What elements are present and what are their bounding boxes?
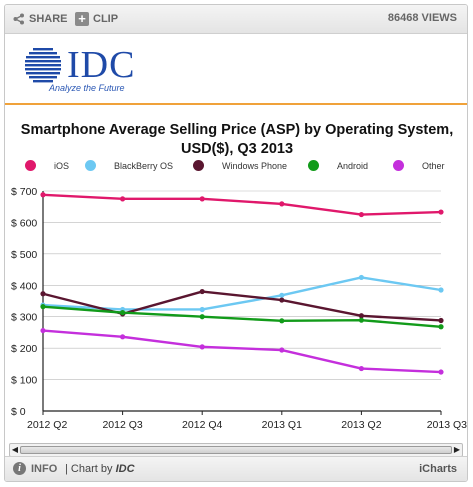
data-point bbox=[279, 201, 285, 207]
x-tick-label: 2013 Q3 bbox=[427, 419, 467, 431]
x-tick-label: 2013 Q1 bbox=[262, 419, 302, 431]
legend-swatch bbox=[85, 160, 96, 171]
clip-button[interactable]: + CLIP bbox=[75, 11, 118, 27]
legend-label: BlackBerry OS bbox=[114, 160, 174, 171]
legend-label: Android bbox=[337, 160, 369, 171]
data-point bbox=[358, 317, 364, 323]
data-point bbox=[438, 287, 444, 293]
data-point bbox=[358, 313, 364, 319]
data-point bbox=[199, 314, 205, 320]
footer-bar: i INFO | Chart by IDC iCharts bbox=[5, 456, 467, 481]
data-point bbox=[279, 297, 285, 303]
data-point bbox=[40, 304, 46, 310]
y-tick-label: $ 100 bbox=[11, 375, 37, 387]
info-button[interactable]: INFO bbox=[31, 463, 58, 475]
data-point bbox=[40, 192, 46, 198]
data-point bbox=[199, 306, 205, 313]
x-tick-label: 2012 Q4 bbox=[182, 419, 222, 431]
scroll-left-icon[interactable]: ◀ bbox=[11, 445, 19, 454]
logo-wordmark: IDC bbox=[67, 44, 136, 86]
scroll-right-icon[interactable]: ▶ bbox=[453, 445, 461, 454]
clip-label: CLIP bbox=[93, 13, 119, 25]
scroll-thumb[interactable] bbox=[20, 446, 452, 454]
y-tick-label: $ 500 bbox=[11, 249, 37, 261]
data-point bbox=[279, 347, 285, 353]
data-point bbox=[199, 344, 205, 350]
share-label: SHARE bbox=[29, 13, 68, 25]
data-point bbox=[358, 365, 364, 372]
chart-legend: iOS BlackBerry OS Windows Phone Android Othe… bbox=[5, 160, 467, 178]
data-point bbox=[120, 196, 126, 202]
data-point bbox=[120, 310, 126, 316]
legend-item[interactable]: Windows Phone bbox=[193, 160, 287, 171]
line-chart: $ 0 $ 100 $ 200 $ 300 $ 400 $ 500 $ 600 $ 700 20… bbox=[11, 186, 467, 431]
legend-item[interactable]: Other bbox=[393, 160, 445, 171]
view-count: 86468 VIEWS bbox=[387, 12, 457, 24]
y-tick-label: $ 700 bbox=[11, 186, 37, 198]
data-point bbox=[279, 292, 285, 298]
series-line bbox=[42, 193, 442, 216]
horizontal-scrollbar[interactable]: ◀ ▶ bbox=[9, 443, 463, 457]
share-icon bbox=[13, 13, 24, 25]
legend-item[interactable]: BlackBerry OS bbox=[85, 160, 173, 171]
chart-title: Smartphone Average Selling Price (ASP) b… bbox=[20, 122, 454, 157]
x-tick-label: 2013 Q2 bbox=[341, 419, 381, 431]
series-line bbox=[42, 290, 442, 322]
data-point bbox=[40, 291, 46, 297]
chart-credit: | Chart by IDC bbox=[65, 463, 135, 475]
series-line bbox=[42, 276, 442, 311]
series-line bbox=[42, 305, 442, 328]
data-point bbox=[358, 211, 364, 218]
y-tick-label: $ 200 bbox=[11, 343, 37, 355]
data-point bbox=[438, 369, 444, 375]
legend-swatch bbox=[25, 160, 36, 171]
legend-swatch bbox=[393, 160, 404, 171]
data-point bbox=[199, 196, 205, 202]
icharts-link[interactable]: iCharts bbox=[419, 463, 457, 475]
legend-swatch bbox=[308, 160, 319, 171]
plus-icon: + bbox=[75, 12, 89, 26]
data-point bbox=[438, 317, 444, 324]
share-button[interactable]: SHARE bbox=[13, 11, 68, 27]
logo-tagline: Analyze the Future bbox=[49, 83, 125, 93]
data-point bbox=[438, 209, 444, 215]
data-point bbox=[279, 318, 285, 324]
data-point bbox=[438, 324, 444, 330]
chart-credit-brand: IDC bbox=[115, 463, 135, 475]
y-tick-label: $ 600 bbox=[11, 217, 37, 229]
y-tick-label: $ 300 bbox=[11, 312, 37, 324]
y-tick-label: $ 0 bbox=[11, 406, 26, 418]
data-point bbox=[199, 288, 205, 295]
x-tick-label: 2012 Q2 bbox=[27, 419, 67, 431]
data-point bbox=[40, 327, 46, 334]
legend-label: Windows Phone bbox=[222, 160, 288, 171]
legend-label: Other bbox=[422, 160, 445, 171]
data-point bbox=[120, 334, 126, 340]
legend-label: iOS bbox=[54, 160, 70, 171]
x-tick-label: 2012 Q3 bbox=[102, 419, 142, 431]
chart-widget: SHARE + CLIP 86468 VIEWS IDC Analyze the… bbox=[4, 4, 468, 482]
info-icon[interactable]: i bbox=[13, 462, 26, 475]
legend-item[interactable]: Android bbox=[308, 160, 368, 171]
series-line bbox=[42, 329, 442, 374]
chart-credit-prefix: | Chart by bbox=[65, 463, 113, 475]
data-point bbox=[358, 274, 364, 281]
divider bbox=[5, 103, 467, 105]
legend-swatch bbox=[193, 160, 204, 171]
y-tick-label: $ 400 bbox=[11, 280, 37, 292]
idc-globe-logo-icon bbox=[25, 48, 61, 83]
top-toolbar: SHARE + CLIP 86468 VIEWS bbox=[5, 5, 467, 34]
legend-item[interactable]: iOS bbox=[25, 160, 69, 171]
